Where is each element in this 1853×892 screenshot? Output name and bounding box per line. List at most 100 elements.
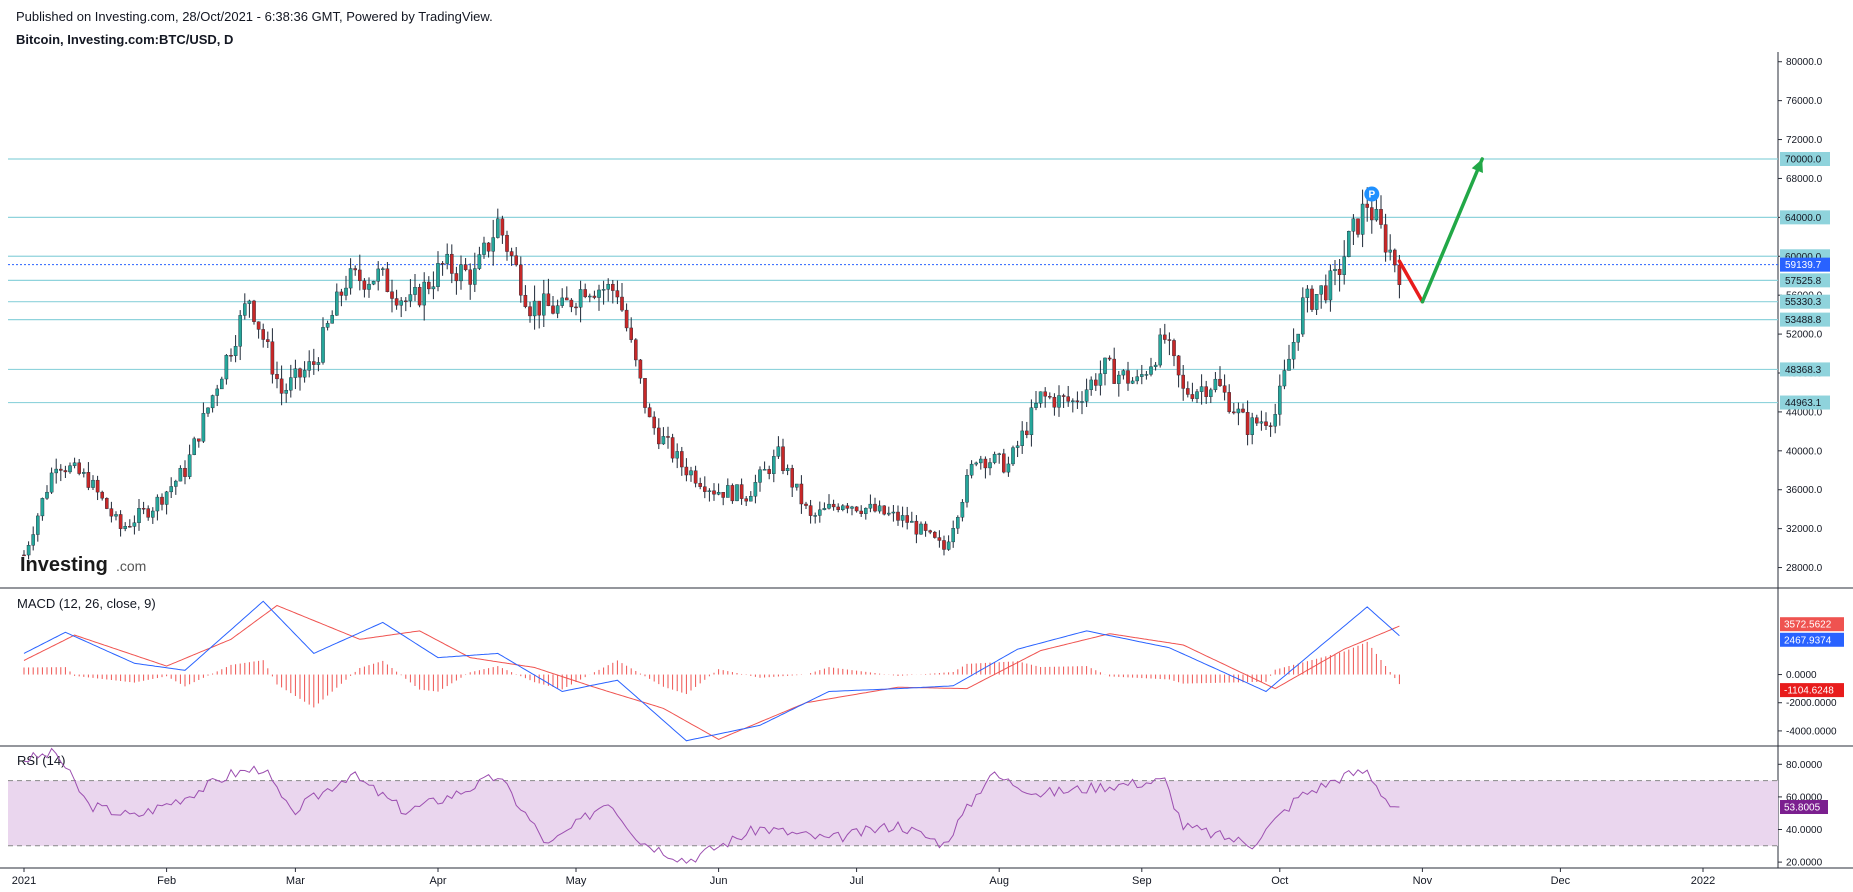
rsi-tick-label: 60.0000	[1786, 792, 1823, 803]
candle-up	[946, 541, 951, 550]
candle-up	[992, 453, 997, 463]
level-price-tag	[1780, 362, 1830, 377]
candle-down	[569, 299, 574, 308]
candle-down	[624, 309, 629, 329]
candle-down	[551, 305, 555, 314]
candle-down	[615, 290, 620, 298]
candle-down	[417, 287, 422, 306]
candle-down	[1190, 394, 1195, 399]
candle-up	[169, 486, 174, 493]
candle-down	[652, 416, 656, 429]
candle-down	[450, 253, 454, 274]
macd-tick-label: 0.0000	[1786, 670, 1817, 681]
level-price-label: 55330.3	[1785, 297, 1822, 308]
candle-down	[1268, 425, 1273, 427]
candle-up	[445, 253, 450, 264]
rsi-band	[8, 780, 1778, 846]
candle-up	[776, 446, 781, 457]
candle-down	[385, 268, 390, 292]
level-price-label: 44963.1	[1785, 398, 1822, 409]
candle-down	[279, 378, 284, 394]
candle-up	[210, 395, 215, 409]
candle-up	[408, 294, 413, 302]
rsi-tick-label: 20.0000	[1786, 858, 1823, 869]
time-tick-label: Apr	[429, 875, 446, 887]
candle-up	[1038, 391, 1043, 404]
candle-up	[201, 413, 206, 442]
histogram-value-tag-label: -1104.6248	[1784, 686, 1834, 697]
candle-up	[238, 315, 243, 347]
candle-down	[394, 298, 399, 306]
candle-down	[146, 508, 151, 518]
candle-down	[1356, 218, 1360, 235]
candle-up	[1199, 386, 1204, 392]
candle-up	[542, 293, 546, 316]
candle-up	[335, 291, 339, 316]
candle-up	[726, 485, 730, 498]
logo-suffix: .com	[116, 558, 146, 574]
candle-down	[528, 306, 532, 317]
candle-up	[321, 327, 325, 363]
candle-down	[698, 483, 702, 487]
candle-up	[36, 515, 40, 535]
candle-up	[919, 523, 923, 535]
candle-up	[422, 281, 427, 306]
candle-up	[1333, 268, 1337, 271]
candle-down	[831, 503, 836, 508]
candle-down	[905, 515, 909, 523]
candle-up	[496, 218, 500, 238]
candle-down	[266, 339, 270, 342]
projection-up-arrow[interactable]	[1420, 157, 1484, 304]
candle-up	[1282, 370, 1287, 387]
candle-down	[565, 297, 569, 301]
candle-up	[900, 515, 905, 521]
price-tick-label: 76000.0	[1786, 96, 1823, 107]
published-note: Published on Investing.com, 28/Oct/2021 …	[16, 9, 493, 24]
candle-up	[473, 268, 477, 285]
pivot-marker-icon[interactable]	[1364, 186, 1380, 202]
candle-up	[187, 454, 192, 477]
candle-down	[1383, 224, 1388, 253]
candle-down	[463, 264, 468, 271]
candle-up	[81, 472, 86, 474]
candle-up	[164, 491, 169, 505]
candle-down	[721, 492, 725, 498]
candle-up	[367, 283, 371, 290]
logo-main: Investing	[20, 554, 108, 576]
candle-down	[1176, 355, 1181, 376]
candle-down	[109, 508, 114, 517]
candle-down	[767, 469, 771, 474]
projection-down-arrow[interactable]	[1397, 259, 1425, 304]
candle-up	[459, 264, 463, 282]
candle-up	[1158, 334, 1162, 366]
time-tick-label: Dec	[1551, 875, 1571, 887]
arrowhead-icon	[1471, 159, 1483, 173]
price-tick-label: 68000.0	[1786, 174, 1823, 185]
candle-up	[979, 458, 983, 464]
candle-up	[910, 520, 914, 523]
candle-up	[233, 346, 238, 356]
macd-tick-label: -2000.0000	[1786, 698, 1837, 709]
candle-down	[95, 479, 100, 493]
time-tick-label: Jun	[710, 875, 728, 887]
candle-down	[1043, 391, 1047, 397]
candle-up	[123, 526, 127, 529]
candle-down	[942, 540, 946, 550]
candle-up	[877, 505, 882, 512]
candle-up	[813, 515, 817, 517]
candle-down	[1172, 340, 1176, 357]
candle-up	[289, 377, 293, 391]
candle-down	[229, 355, 233, 357]
candle-down	[684, 466, 689, 476]
candle-down	[454, 273, 459, 282]
level-price-tag	[1780, 395, 1830, 410]
candle-up	[960, 502, 965, 518]
time-tick-label: Aug	[989, 875, 1009, 887]
candle-down	[592, 295, 597, 298]
candle-down	[514, 255, 518, 266]
candle-up	[818, 509, 822, 516]
candle-up	[969, 463, 974, 476]
candle-up	[26, 545, 31, 556]
candle-down	[730, 485, 735, 502]
